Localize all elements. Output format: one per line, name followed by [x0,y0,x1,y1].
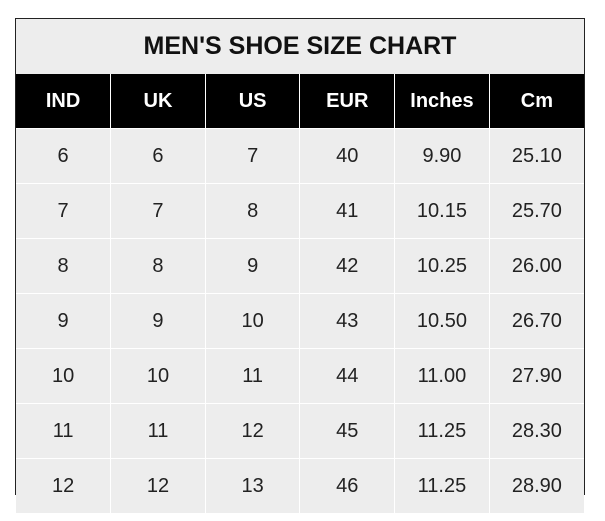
table-row: 11 11 12 45 11.25 28.30 [16,403,584,459]
cell-us: 10 [204,293,301,349]
table-row: 10 10 11 44 11.00 27.90 [16,348,584,404]
cell-eur: 44 [299,348,396,404]
cell-eur: 46 [299,458,396,514]
cell-inches: 11.25 [394,458,490,514]
cell-cm: 25.70 [488,183,584,239]
cell-us: 7 [204,128,301,184]
cell-uk: 6 [110,128,206,184]
table-row: 6 6 7 40 9.90 25.10 [16,128,584,184]
table-row: 8 8 9 42 10.25 26.00 [16,238,584,294]
header-cm: Cm [488,74,584,129]
cell-uk: 10 [110,348,206,404]
cell-us: 8 [204,183,301,239]
cell-ind: 9 [16,293,112,349]
cell-inches: 10.25 [394,238,490,294]
cell-ind: 7 [16,183,112,239]
cell-ind: 6 [16,128,112,184]
cell-eur: 40 [299,128,396,184]
cell-us: 9 [204,238,301,294]
cell-eur: 42 [299,238,396,294]
cell-uk: 7 [110,183,206,239]
table-row: 7 7 8 41 10.15 25.70 [16,183,584,239]
cell-eur: 41 [299,183,396,239]
cell-us: 11 [204,348,301,404]
cell-uk: 9 [110,293,206,349]
size-chart: MEN'S SHOE SIZE CHART IND UK US EUR Inch… [15,18,585,514]
cell-ind: 10 [16,348,112,404]
cell-us: 13 [204,458,301,514]
chart-title: MEN'S SHOE SIZE CHART [16,19,584,74]
cell-inches: 10.15 [394,183,490,239]
cell-inches: 10.50 [394,293,490,349]
cell-cm: 26.00 [488,238,584,294]
cell-eur: 43 [299,293,396,349]
cell-uk: 12 [110,458,206,514]
cell-cm: 27.90 [488,348,584,404]
table-row: 9 9 10 43 10.50 26.70 [16,293,584,349]
header-inches: Inches [394,74,490,129]
cell-cm: 28.30 [488,403,584,459]
cell-inches: 11.00 [394,348,490,404]
cell-ind: 11 [16,403,112,459]
table-row: 12 12 13 46 11.25 28.90 [16,458,584,514]
cell-us: 12 [204,403,301,459]
cell-uk: 11 [110,403,206,459]
cell-inches: 11.25 [394,403,490,459]
cell-eur: 45 [299,403,396,459]
cell-ind: 8 [16,238,112,294]
cell-uk: 8 [110,238,206,294]
header-uk: UK [110,74,206,129]
header-ind: IND [16,74,111,129]
cell-inches: 9.90 [394,128,490,184]
cell-cm: 26.70 [488,293,584,349]
header-us: US [204,74,300,129]
cell-cm: 28.90 [488,458,584,514]
header-row: IND UK US EUR Inches Cm [16,74,584,129]
cell-ind: 12 [16,458,112,514]
header-eur: EUR [299,74,395,129]
size-table: MEN'S SHOE SIZE CHART IND UK US EUR Inch… [16,19,584,514]
cell-cm: 25.10 [488,128,584,184]
